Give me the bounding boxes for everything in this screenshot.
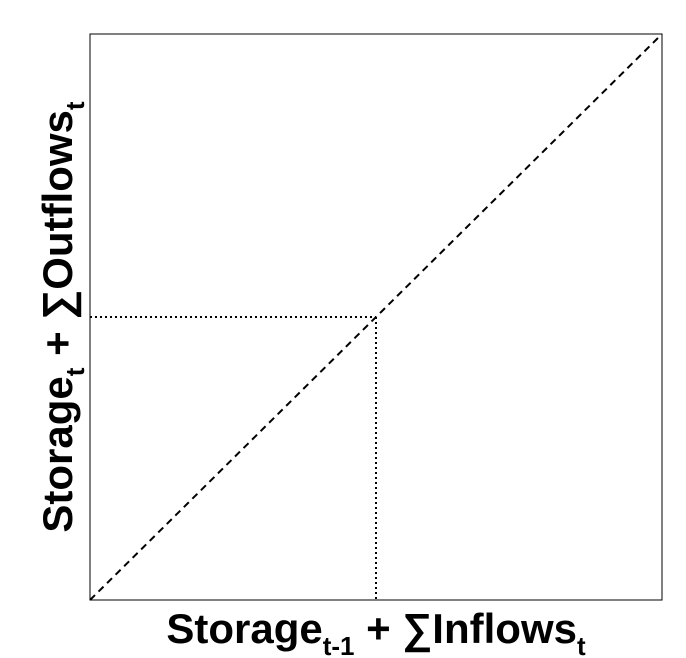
y-axis-label: Storaget + ∑Outflowst	[34, 101, 90, 533]
x-axis-label: Storaget-1 + ∑Inflowst	[166, 605, 586, 658]
series-line-0	[89, 33, 663, 601]
chart-marks	[89, 33, 663, 601]
